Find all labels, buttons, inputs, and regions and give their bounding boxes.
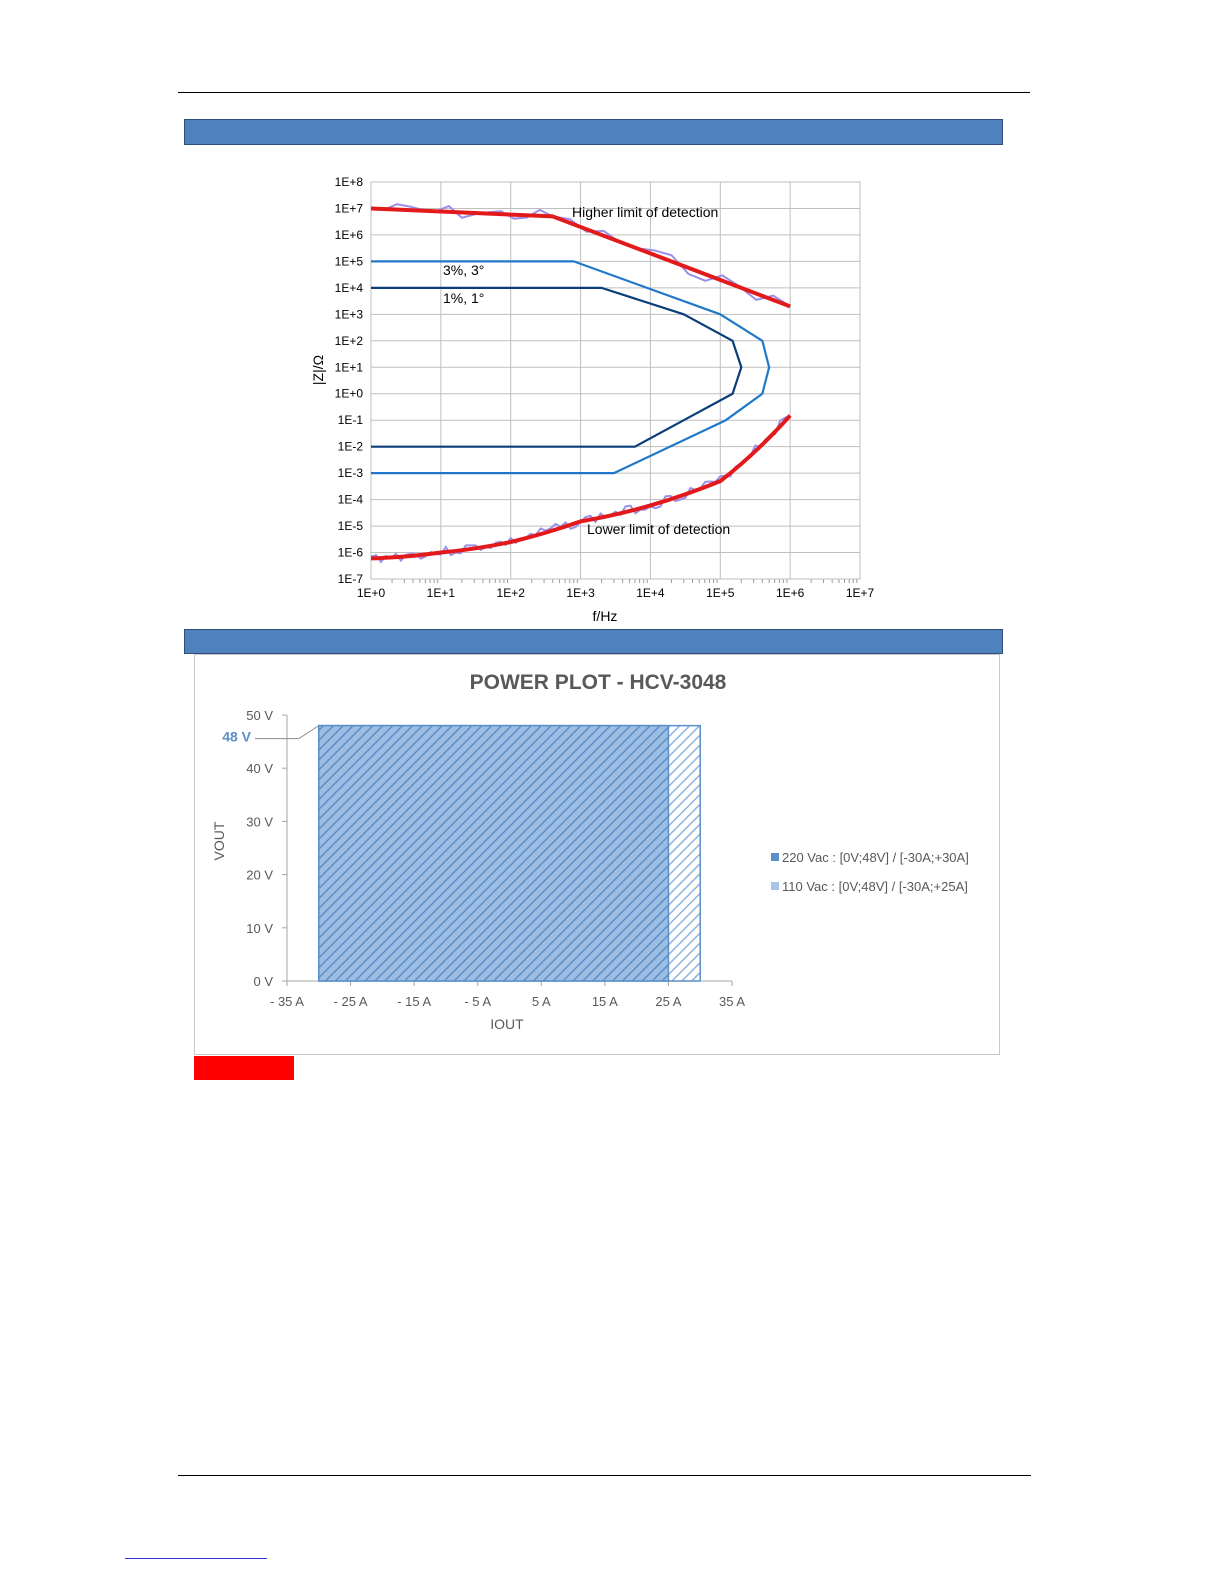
impedance-y-tick-label: 1E+4: [335, 281, 364, 295]
impedance-y-tick-label: 1E+7: [335, 201, 364, 215]
power-plot-x-axis-label: IOUT: [490, 1016, 524, 1032]
impedance-y-tick-label: 1E-2: [338, 440, 364, 454]
impedance-y-tick-label: 1E+3: [335, 307, 364, 321]
power-plot-y-axis-label: VOUT: [211, 821, 227, 860]
impedance-y-tick-label: 1E-6: [338, 546, 364, 560]
impedance-accuracy-3pct-line: [371, 260, 771, 475]
power-plot-tick-labels: 0 V 10 V 20 V 30 V 40 V 50 V - 35 A - 25 A - 15 …: [222, 708, 745, 1009]
power-plot-legend-swatch: [771, 882, 779, 890]
power-plot-callout-leader: [255, 725, 320, 740]
impedance-y-tick-label: 1E+1: [335, 360, 364, 374]
power-plot-svg: POWER PLOT - HCV-3048 0 V 10 V 20 V 30 V 40 …: [211, 671, 969, 1032]
impedance-x-axis-label: f/Hz: [593, 608, 618, 624]
power-plot-x-tick-label: - 15 A: [397, 994, 431, 1009]
power-plot-y-tick-label: 50 V: [246, 708, 273, 723]
impedance-accuracy-1pct-line: [371, 286, 743, 448]
power-plot-callout-48v: 48 V: [222, 729, 251, 745]
impedance-x-tick-label: 1E+4: [636, 586, 665, 600]
power-plot-y-tick-label: 0 V: [253, 974, 273, 989]
impedance-x-tick-label: 1E+5: [706, 586, 735, 600]
impedance-annotation-higher: Higher limit of detection: [572, 204, 718, 220]
impedance-y-axis-label: |Z|/Ω: [310, 355, 326, 385]
power-plot-x-tick-label: - 35 A: [270, 994, 304, 1009]
impedance-chart: 1E+0 1E+1 1E+2 1E+3 1E+4 1E+5 1E+6 1E+7 1E-7 1E-6…: [300, 165, 900, 630]
section-band-top: [184, 119, 1003, 145]
impedance-y-tick-label: 1E+5: [335, 254, 364, 268]
power-plot-y-tick-label: 20 V: [246, 868, 273, 883]
power-plot-legend-label: 220 Vac : [0V;48V] / [-30A;+30A]: [782, 850, 969, 865]
impedance-y-tick-label: 1E+0: [335, 387, 364, 401]
impedance-series: [370, 203, 792, 564]
impedance-higher-limit-line: [370, 206, 791, 309]
power-plot-legend-label: 110 Vac : [0V;48V] / [-30A;+25A]: [782, 879, 968, 894]
impedance-annotation-lower: Lower limit of detection: [587, 521, 730, 537]
power-plot-legend-swatch: [771, 853, 779, 861]
impedance-x-tick-label: 1E+0: [357, 586, 386, 600]
power-plot-legend: 220 Vac : [0V;48V] / [-30A;+30A] 110 Vac …: [771, 850, 969, 894]
red-marker-block: [194, 1056, 294, 1080]
impedance-annotation-1pct: 1%, 1°: [443, 290, 484, 306]
footer-rule: [178, 1475, 1031, 1476]
impedance-y-tick-label: 1E+2: [335, 334, 364, 348]
power-plot-title: POWER PLOT - HCV-3048: [470, 671, 727, 694]
power-plot-y-tick-label: 40 V: [246, 761, 273, 776]
header-rule: [178, 92, 1030, 93]
impedance-tick-labels: 1E+0 1E+1 1E+2 1E+3 1E+4 1E+5 1E+6 1E+7 1E-7 1E-6…: [335, 175, 875, 600]
section-band-middle: [184, 629, 1003, 654]
impedance-x-tick-label: 1E+1: [427, 586, 456, 600]
impedance-y-tick-label: 1E-7: [338, 572, 364, 586]
power-plot-x-tick-label: - 5 A: [464, 994, 491, 1009]
power-plot-chart: POWER PLOT - HCV-3048 0 V 10 V 20 V 30 V 40 …: [194, 654, 1000, 1055]
impedance-x-tick-label: 1E+6: [776, 586, 805, 600]
power-plot-x-tick-label: - 25 A: [334, 994, 368, 1009]
footer-link-underline[interactable]: [125, 1558, 267, 1559]
impedance-lower-limit-line: [370, 414, 792, 561]
power-plot-series-110-area: [318, 724, 670, 982]
power-plot-series: [318, 724, 701, 982]
power-plot-x-tick-label: 25 A: [655, 994, 681, 1009]
impedance-chart-svg: 1E+0 1E+1 1E+2 1E+3 1E+4 1E+5 1E+6 1E+7 1E-7 1E-6…: [310, 175, 875, 624]
impedance-y-tick-label: 1E-1: [338, 413, 364, 427]
power-plot-x-tick-label: 35 A: [719, 994, 745, 1009]
impedance-x-tick-label: 1E+7: [846, 586, 875, 600]
power-plot-y-tick-label: 30 V: [246, 814, 273, 829]
impedance-y-tick-label: 1E+6: [335, 228, 364, 242]
impedance-y-tick-label: 1E-3: [338, 466, 364, 480]
impedance-y-tick-label: 1E-5: [338, 519, 364, 533]
impedance-x-tick-label: 1E+2: [497, 586, 526, 600]
impedance-y-tick-label: 1E+8: [335, 175, 364, 189]
impedance-y-tick-label: 1E-4: [338, 493, 364, 507]
impedance-annotation-3pct: 3%, 3°: [443, 262, 484, 278]
power-plot-x-tick-label: 5 A: [532, 994, 551, 1009]
power-plot-x-tick-label: 15 A: [592, 994, 618, 1009]
impedance-x-tick-label: 1E+3: [566, 586, 595, 600]
power-plot-y-tick-label: 10 V: [246, 921, 273, 936]
